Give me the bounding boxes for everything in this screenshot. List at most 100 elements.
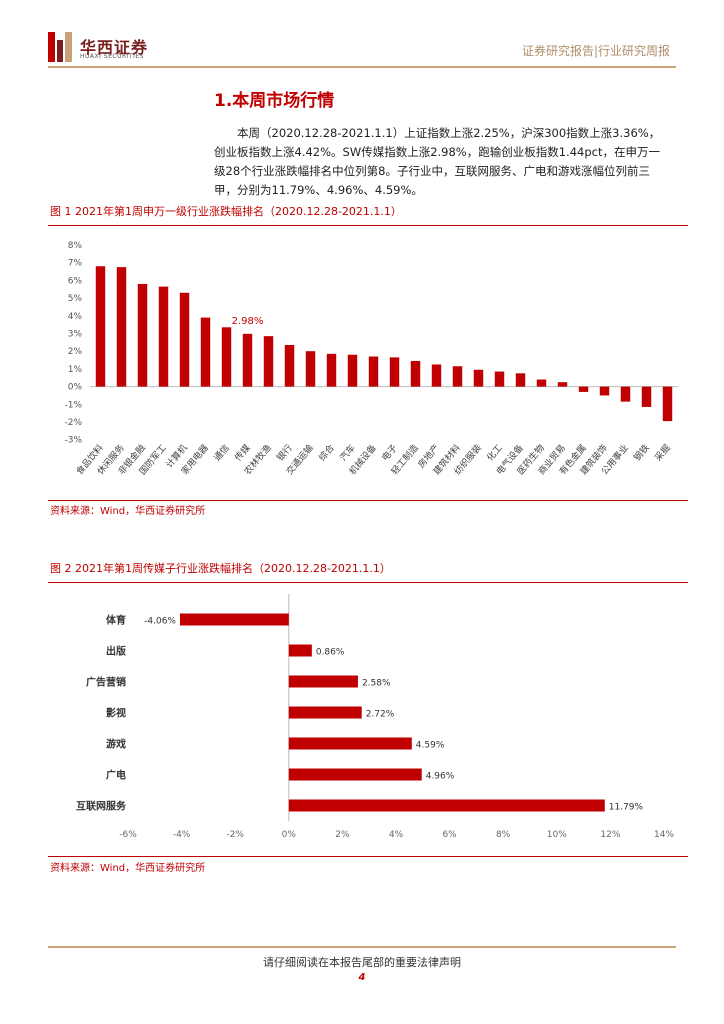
bar [289,738,412,750]
data-label: 2.72% [366,710,395,720]
bar [289,645,312,657]
y-tick-label: 3% [68,330,83,340]
bar [621,387,630,402]
figure1-title: 图 1 2021年第1周申万一级行业涨跌幅排名（2020.12.28-2021.… [50,203,402,219]
bar [327,354,336,387]
x-tick-label: 2% [335,830,350,840]
x-tick-label: -4% [173,830,191,840]
x-category-label: 传媒 [232,442,253,464]
y-category-label: 广电 [106,769,126,782]
bar [222,327,231,386]
y-category-label: 互联网服务 [76,800,127,813]
data-label: -4.06% [144,617,176,627]
x-tick-label: 10% [547,830,567,840]
x-tick-label: -6% [119,830,137,840]
figure1-chart: 8%7%6%5%4%3%2%1%0%-1%-2%-3%食品饮料休闲服务非银金融国… [48,230,688,500]
x-category-label: 采掘 [652,442,673,464]
y-category-label: 出版 [106,645,126,658]
x-tick-label: -2% [226,830,244,840]
y-tick-label: 6% [68,276,83,286]
x-tick-label: 4% [389,830,404,840]
bar [264,336,273,386]
footer-divider [48,946,676,948]
logo-mark-icon [48,32,72,62]
bar [453,366,462,386]
bar [180,293,189,387]
y-tick-label: 0% [68,383,83,393]
y-tick-label: 4% [68,312,83,322]
bar [117,267,126,386]
bar [642,387,651,407]
figure2-bottom-rule [48,856,688,857]
bar [663,387,672,422]
figure2-top-rule [48,582,688,583]
figure2-chart: 体育 -4.06% 出版 0.86% 广告营销 2.58% 影视 2.72% 游戏 4.59% 广电… [48,588,688,850]
y-category-label: 体育 [106,614,126,627]
bar [474,370,483,387]
y-tick-label: 7% [68,259,83,269]
bar [537,380,546,387]
bar [243,334,252,387]
data-label: 0.86% [316,648,345,658]
x-category-label: 钢铁 [631,442,652,464]
section-paragraph: 本周（2020.12.28-2021.1.1）上证指数上涨2.25%，沪深300… [214,124,669,200]
bar [289,800,605,812]
y-tick-label: -3% [64,436,82,446]
bar [306,351,315,386]
section-title: 1.本周市场行情 [214,86,334,111]
figure1-bottom-rule [48,500,688,501]
bar [289,676,358,688]
bar [369,357,378,387]
data-label: 11.79% [609,803,644,813]
bar [285,345,294,387]
bar [495,372,504,387]
y-category-label: 广告营销 [86,676,126,689]
x-category-label: 通信 [211,442,232,464]
bar [180,614,289,626]
bar [159,287,168,387]
x-tick-label: 8% [496,830,511,840]
bar [600,387,609,396]
bar [289,707,362,719]
bar [348,355,357,387]
x-tick-label: 6% [442,830,457,840]
figure1-top-rule [48,225,688,226]
bar [201,318,210,387]
bar [390,357,399,386]
figure1-source: 资料来源：Wind，华西证券研究所 [50,502,205,517]
x-tick-label: 14% [654,830,674,840]
data-label: 2.58% [362,679,391,689]
bar [579,387,588,392]
data-label: 4.59% [416,741,445,751]
page-number: 4 [0,972,724,983]
data-label: 4.96% [426,772,455,782]
bar [432,364,441,386]
y-category-label: 影视 [106,707,126,720]
bar [411,361,420,387]
x-category-label: 综合 [316,442,337,464]
company-logo: 华西证券 HUAXI SECURITIES [48,32,178,66]
figure2-title: 图 2 2021年第1周传媒子行业涨跌幅排名（2020.12.28-2021.1… [50,560,391,576]
y-tick-label: -2% [64,418,82,428]
y-category-label: 游戏 [106,738,126,751]
bar [516,373,525,386]
x-category-label: 化工 [484,442,505,464]
report-type-label: 证券研究报告|行业研究周报 [522,42,670,59]
data-label: 2.98% [232,316,264,327]
bar [289,769,422,781]
y-tick-label: -1% [64,400,82,410]
y-tick-label: 8% [68,241,83,251]
header-divider [48,66,676,68]
y-tick-label: 2% [68,347,83,357]
x-category-label: 电子 [379,442,400,464]
footer-disclaimer: 请仔细阅读在本报告尾部的重要法律声明 [0,954,724,970]
bar [558,382,567,386]
bar [96,266,105,386]
figure2-source: 资料来源：Wind，华西证券研究所 [50,859,205,874]
y-tick-label: 5% [68,294,83,304]
y-tick-label: 1% [68,365,83,375]
x-tick-label: 12% [600,830,620,840]
x-category-label: 银行 [274,442,295,464]
x-tick-label: 0% [282,830,297,840]
logo-text-en: HUAXI SECURITIES [80,53,144,60]
